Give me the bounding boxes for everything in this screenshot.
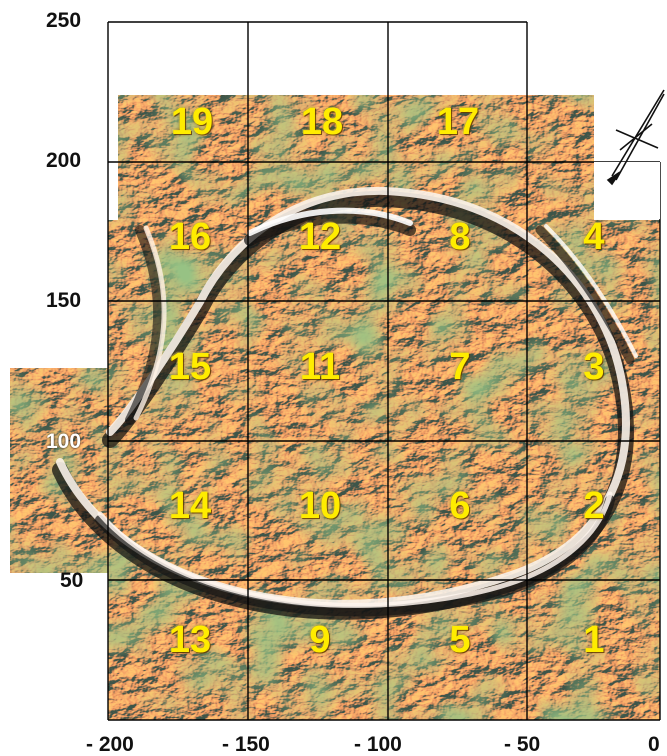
y-tick-label: 200 (46, 149, 82, 172)
panel-label-9: 9 (309, 619, 331, 661)
panel-label-10: 10 (298, 485, 342, 527)
relief-texture (10, 95, 660, 720)
panel-label-2: 2 (583, 485, 605, 527)
panel-label-18: 18 (300, 101, 344, 143)
x-tick-label: 0 (648, 733, 660, 756)
grid-lines (107, 21, 661, 721)
ring-ridges (52, 186, 638, 620)
panel-label-3: 3 (583, 346, 605, 388)
x-tick-label: - 200 (86, 733, 134, 756)
x-tick-label: - 50 (504, 733, 541, 756)
panel-label-11: 11 (299, 346, 341, 388)
x-tick-label: - 150 (222, 733, 270, 756)
panel-label-6: 6 (449, 485, 471, 527)
panel-label-14: 14 (168, 485, 212, 527)
panel-label-19: 19 (170, 101, 214, 143)
panel-label-7: 7 (449, 346, 471, 388)
y-tick-label: 250 (46, 9, 82, 32)
x-tick-label: - 100 (354, 733, 402, 756)
north-arrow-icon (606, 89, 665, 186)
panel-label-1: 1 (583, 619, 605, 661)
blank-area (594, 162, 660, 219)
y-tick-label: 100 (46, 430, 82, 453)
panel-label-16: 16 (168, 216, 212, 258)
panel-label-12: 12 (298, 216, 342, 258)
panel-label-5: 5 (449, 619, 471, 661)
y-tick-label: 50 (60, 569, 84, 592)
y-tick-label: 150 (46, 289, 82, 312)
panel-label-8: 8 (449, 216, 471, 258)
panel-label-13: 13 (168, 619, 212, 661)
panel-label-17: 17 (436, 101, 480, 143)
panel-label-15: 15 (168, 346, 212, 388)
panel-label-4: 4 (583, 216, 605, 258)
